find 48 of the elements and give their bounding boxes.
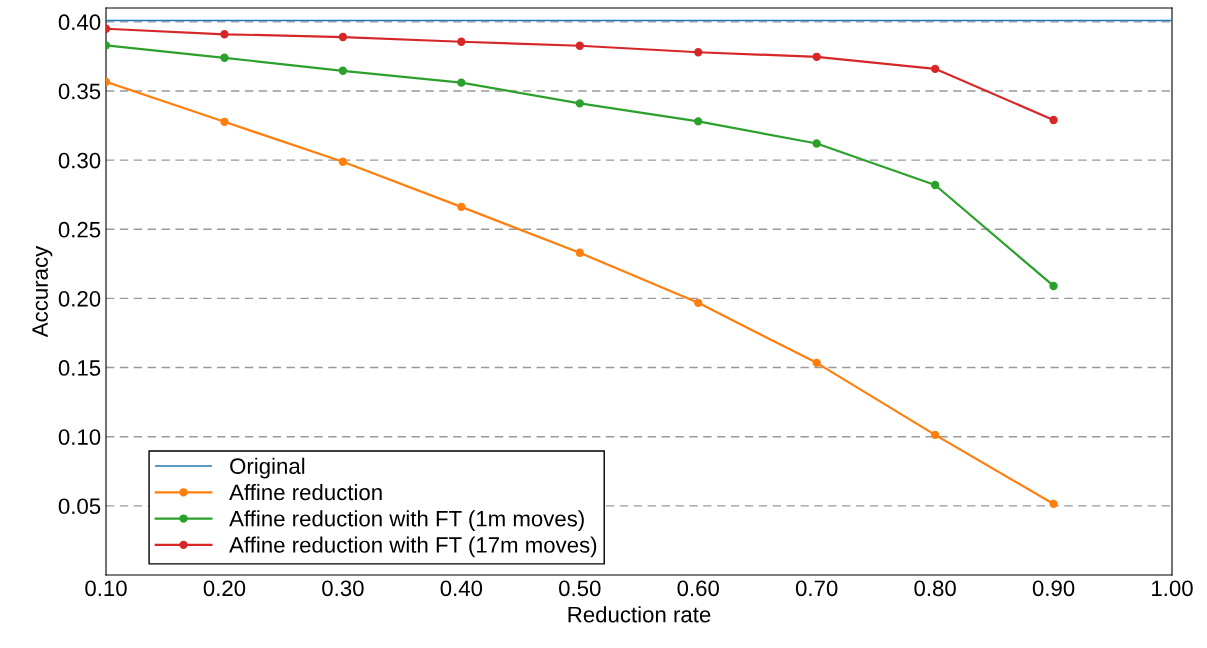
y-tick-label: 0.40: [58, 14, 101, 31]
point: [930, 180, 940, 190]
y-axis-title: Accuracy: [32, 245, 53, 338]
point: [457, 78, 466, 87]
point: [1049, 281, 1058, 291]
x-tick-label: 0.40: [440, 580, 483, 597]
x-tick-label: 0.20: [203, 580, 246, 597]
point: [220, 30, 229, 39]
point: [457, 202, 466, 212]
point: [575, 99, 584, 108]
y-tick-label: 0.30: [58, 152, 101, 169]
y-tick-label: 0.05: [58, 498, 101, 515]
x-tick-label: 1.00: [1152, 580, 1193, 597]
point: [694, 48, 703, 57]
y-tick-label: 0.25: [58, 221, 101, 238]
point: [338, 157, 348, 166]
point: [1049, 115, 1058, 125]
y-tick-label: 0.15: [58, 360, 101, 376]
x-tick-label: 0.60: [677, 580, 719, 597]
point: [338, 66, 348, 75]
point: [220, 117, 229, 126]
legend-label: Affine reduction with FT (1m moves): [229, 510, 584, 531]
y-tick-label: 0.20: [58, 290, 101, 307]
point: [812, 139, 821, 148]
x-tick-label: 0.90: [1032, 580, 1075, 597]
point: [930, 64, 940, 74]
x-tick-label: 0.70: [795, 580, 838, 597]
point: [338, 32, 348, 42]
x-tick-label: 0.80: [914, 580, 956, 597]
y-tick-label: 0.35: [58, 83, 101, 100]
y-tick-label: 0.10: [58, 429, 101, 445]
legend-label: Affine reduction: [229, 483, 382, 501]
x-axis-title: Reduction rate: [568, 606, 711, 623]
x-tick-label: 0.50: [559, 580, 601, 597]
point: [694, 117, 703, 126]
point: [457, 37, 466, 46]
legend-label: Original: [230, 457, 305, 479]
point: [1049, 499, 1058, 509]
point: [575, 248, 584, 257]
point: [812, 52, 821, 61]
x-tick-label: 0.10: [85, 580, 127, 597]
x-tick-label: 0.30: [322, 580, 364, 597]
point: [930, 430, 940, 440]
point: [220, 53, 229, 62]
point: [694, 298, 703, 308]
point: [575, 41, 584, 50]
point: [812, 358, 821, 368]
legend-label: Affine reduction with FT (17m moves): [229, 536, 597, 558]
